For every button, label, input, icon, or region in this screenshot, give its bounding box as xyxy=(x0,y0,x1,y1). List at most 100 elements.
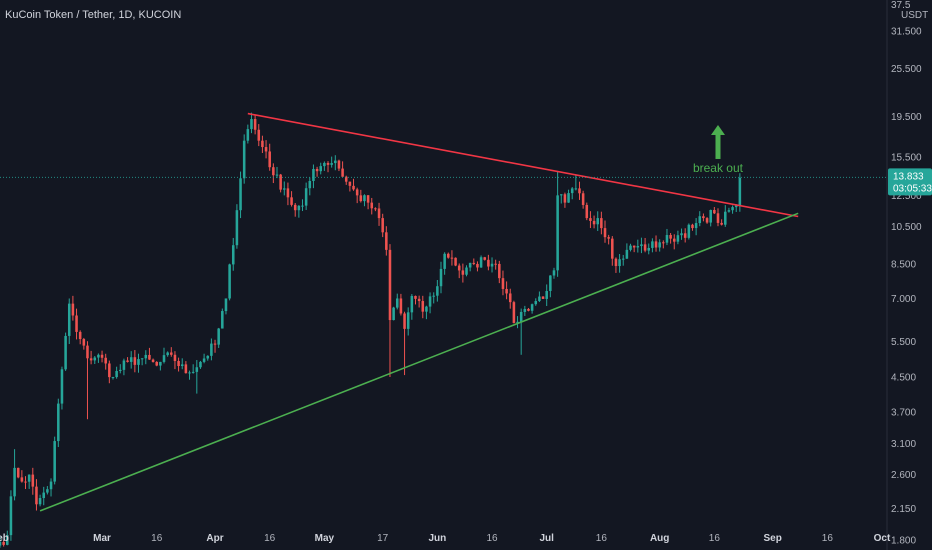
candle[interactable] xyxy=(632,245,636,248)
candle[interactable] xyxy=(436,286,439,296)
candle[interactable] xyxy=(428,296,432,307)
candle[interactable] xyxy=(483,257,487,260)
candle[interactable] xyxy=(180,364,184,367)
candle[interactable] xyxy=(162,355,166,362)
candle[interactable] xyxy=(647,247,651,251)
candle[interactable] xyxy=(348,181,352,186)
candle[interactable] xyxy=(122,360,126,370)
candle[interactable] xyxy=(581,193,585,205)
candle[interactable] xyxy=(388,249,392,321)
candle[interactable] xyxy=(454,257,457,266)
candle[interactable] xyxy=(720,222,723,225)
candle[interactable] xyxy=(538,296,541,302)
candle[interactable] xyxy=(235,210,239,246)
candle[interactable] xyxy=(559,194,563,196)
candle[interactable] xyxy=(290,197,293,205)
candle[interactable] xyxy=(13,467,16,497)
candle[interactable] xyxy=(304,188,308,206)
candle[interactable] xyxy=(297,205,301,211)
candle[interactable] xyxy=(133,357,137,365)
candle[interactable] xyxy=(221,311,224,329)
candle[interactable] xyxy=(578,188,581,194)
candle[interactable] xyxy=(0,541,2,546)
candle[interactable] xyxy=(381,218,384,233)
candle[interactable] xyxy=(35,486,38,505)
candle[interactable] xyxy=(64,335,67,370)
candle[interactable] xyxy=(676,235,680,242)
candle[interactable] xyxy=(370,202,374,209)
candle[interactable] xyxy=(228,264,231,299)
candle[interactable] xyxy=(702,216,705,219)
candle[interactable] xyxy=(111,377,115,379)
time-axis[interactable]: Feb Mar 16 Apr 16 May 17 Jun 16 Jul 16 Aug 16 Sep 16 Oc… xyxy=(0,533,891,544)
candle[interactable] xyxy=(392,307,395,321)
candle[interactable] xyxy=(231,245,235,265)
candle[interactable] xyxy=(144,354,148,359)
candle[interactable] xyxy=(42,492,46,499)
candle[interactable] xyxy=(151,359,155,362)
candle[interactable] xyxy=(519,311,523,322)
candle[interactable] xyxy=(403,313,406,329)
candle[interactable] xyxy=(184,364,188,374)
candle[interactable] xyxy=(669,235,672,239)
candle[interactable] xyxy=(687,224,691,238)
candle[interactable] xyxy=(457,265,461,271)
candle[interactable] xyxy=(71,303,75,316)
candle[interactable] xyxy=(629,245,632,250)
candle[interactable] xyxy=(38,498,42,505)
candle[interactable] xyxy=(268,151,271,168)
candle[interactable] xyxy=(377,208,381,219)
candle[interactable] xyxy=(724,211,727,225)
candle[interactable] xyxy=(16,467,20,478)
candle[interactable] xyxy=(319,166,323,172)
candle[interactable] xyxy=(129,357,133,362)
candle[interactable] xyxy=(177,360,180,367)
candle[interactable] xyxy=(447,253,450,258)
candle[interactable] xyxy=(283,188,286,190)
candle[interactable] xyxy=(498,263,501,279)
candle[interactable] xyxy=(67,303,71,336)
candle[interactable] xyxy=(450,257,454,259)
candle[interactable] xyxy=(334,160,337,164)
candle[interactable] xyxy=(355,189,359,196)
candle[interactable] xyxy=(137,359,140,365)
candle[interactable] xyxy=(417,298,421,302)
candle[interactable] xyxy=(199,361,202,368)
trendline[interactable] xyxy=(247,112,799,218)
candle[interactable] xyxy=(399,298,403,314)
candle[interactable] xyxy=(2,541,5,545)
candle[interactable] xyxy=(567,193,570,203)
candle[interactable] xyxy=(126,360,129,362)
candle[interactable] xyxy=(479,257,483,268)
candles[interactable] xyxy=(0,112,742,548)
candle[interactable] xyxy=(385,232,388,250)
candle[interactable] xyxy=(589,218,592,221)
candle[interactable] xyxy=(155,361,158,366)
candle[interactable] xyxy=(527,308,530,311)
candle[interactable] xyxy=(337,160,341,169)
candle[interactable] xyxy=(421,301,425,312)
candle[interactable] xyxy=(425,306,428,312)
candle[interactable] xyxy=(727,210,731,212)
candle[interactable] xyxy=(20,477,24,482)
candle[interactable] xyxy=(191,371,195,373)
candle[interactable] xyxy=(662,242,665,244)
candle[interactable] xyxy=(603,228,607,238)
candle[interactable] xyxy=(414,295,417,299)
candle[interactable] xyxy=(468,262,472,268)
candle[interactable] xyxy=(640,244,643,247)
candle[interactable] xyxy=(359,195,363,202)
candle[interactable] xyxy=(523,308,527,312)
candle[interactable] xyxy=(60,369,64,404)
candle[interactable] xyxy=(476,263,479,268)
candle[interactable] xyxy=(541,296,545,299)
trendline[interactable] xyxy=(39,212,799,512)
candle[interactable] xyxy=(461,270,465,275)
price-axis[interactable]: 31.500 25.500 19.500 15.500 12.500 10.500 8.50… xyxy=(888,0,932,546)
candle[interactable] xyxy=(501,278,505,289)
candle[interactable] xyxy=(694,223,698,229)
candle[interactable] xyxy=(250,119,253,130)
candle[interactable] xyxy=(621,258,625,260)
candle[interactable] xyxy=(643,244,647,251)
